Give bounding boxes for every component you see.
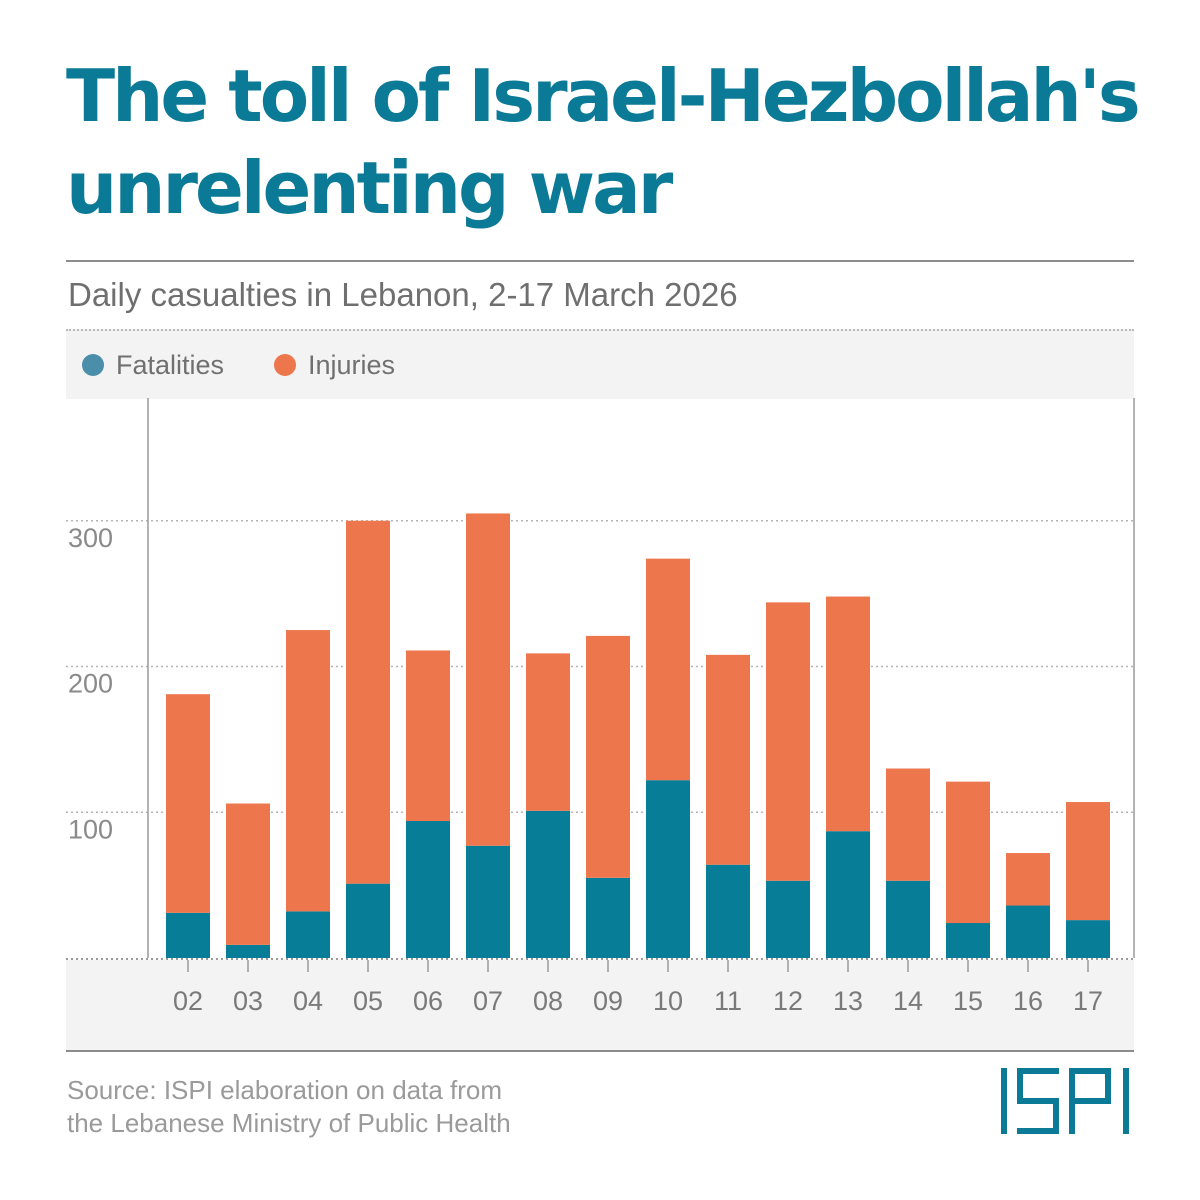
- bar-fatalities-07: [466, 845, 510, 958]
- x-tick-label-13: 13: [833, 986, 863, 1016]
- x-tick-label-09: 09: [593, 986, 623, 1016]
- legend-item-injuries: Injuries: [274, 350, 395, 380]
- chart-title: The toll of Israel-Hezbollah's unrelenti…: [66, 54, 1141, 230]
- x-tick-label-12: 12: [773, 986, 803, 1016]
- bar-injuries-11: [706, 654, 750, 865]
- x-tick-label-04: 04: [293, 986, 323, 1016]
- source-line-2: the Lebanese Ministry of Public Health: [67, 1108, 511, 1138]
- x-tick-label-02: 02: [173, 986, 203, 1016]
- bottom-divider: [66, 1050, 1134, 1052]
- y-tick-label-100: 100: [68, 814, 113, 844]
- legend-swatch-fatalities: [82, 354, 104, 376]
- bar-injuries-06: [406, 650, 450, 821]
- bar-injuries-04: [286, 630, 330, 912]
- x-tick-label-05: 05: [353, 986, 383, 1016]
- source-note: Source: ISPI elaboration on data from th…: [67, 1074, 627, 1140]
- title-divider: [66, 260, 1134, 262]
- legend-label-fatalities: Fatalities: [116, 349, 225, 380]
- chart-subtitle: Daily casualties in Lebanon, 2-17 March …: [68, 276, 738, 313]
- bar-fatalities-14: [886, 880, 930, 958]
- bar-injuries-16: [1006, 853, 1050, 906]
- bar-fatalities-11: [706, 864, 750, 958]
- bar-injuries-07: [466, 513, 510, 846]
- legend-swatch-injuries: [274, 354, 296, 376]
- x-axis-band: [66, 960, 1134, 1050]
- bar-injuries-14: [886, 768, 930, 881]
- legend: Fatalities Injuries: [66, 329, 1134, 399]
- source-line-1: Source: ISPI elaboration on data from: [67, 1075, 503, 1105]
- bar-fatalities-16: [1006, 905, 1050, 958]
- ispi-logo: [1001, 1068, 1129, 1134]
- bar-fatalities-15: [946, 923, 990, 958]
- x-tick-label-16: 16: [1013, 986, 1043, 1016]
- bar-injuries-12: [766, 602, 810, 881]
- bar-injuries-08: [526, 653, 570, 811]
- legend-label-injuries: Injuries: [308, 349, 396, 380]
- x-tick-label-06: 06: [413, 986, 443, 1016]
- x-tick-label-14: 14: [893, 986, 923, 1016]
- bar-fatalities-06: [406, 820, 450, 958]
- bar-injuries-15: [946, 781, 990, 924]
- bar-fatalities-08: [526, 810, 570, 958]
- x-tick-label-07: 07: [473, 986, 503, 1016]
- bar-injuries-05: [346, 520, 390, 884]
- x-tick-label-17: 17: [1073, 986, 1103, 1016]
- bar-fatalities-04: [286, 911, 330, 958]
- y-tick-label-300: 300: [68, 523, 113, 553]
- bar-injuries-10: [646, 558, 690, 781]
- bar-fatalities-03: [226, 944, 270, 958]
- y-tick-label-200: 200: [68, 669, 113, 699]
- bar-injuries-17: [1066, 802, 1110, 921]
- legend-item-fatalities: Fatalities: [82, 350, 224, 380]
- bar-fatalities-12: [766, 880, 810, 958]
- x-tick-label-08: 08: [533, 986, 563, 1016]
- x-tick-label-11: 11: [714, 986, 742, 1016]
- bar-fatalities-13: [826, 831, 870, 958]
- bar-injuries-03: [226, 803, 270, 945]
- bar-fatalities-09: [586, 877, 630, 958]
- bar-fatalities-10: [646, 780, 690, 958]
- x-tick-label-15: 15: [953, 986, 983, 1016]
- bar-injuries-09: [586, 635, 630, 878]
- x-tick-label-10: 10: [653, 986, 683, 1016]
- bar-fatalities-05: [346, 883, 390, 958]
- bar-fatalities-17: [1066, 920, 1110, 958]
- bar-injuries-02: [166, 694, 210, 913]
- bar-fatalities-02: [166, 912, 210, 958]
- bar-injuries-13: [826, 596, 870, 832]
- x-tick-label-03: 03: [233, 986, 263, 1016]
